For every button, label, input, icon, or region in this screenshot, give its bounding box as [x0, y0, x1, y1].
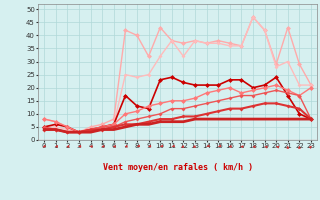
X-axis label: Vent moyen/en rafales ( km/h ): Vent moyen/en rafales ( km/h ) — [103, 163, 252, 172]
